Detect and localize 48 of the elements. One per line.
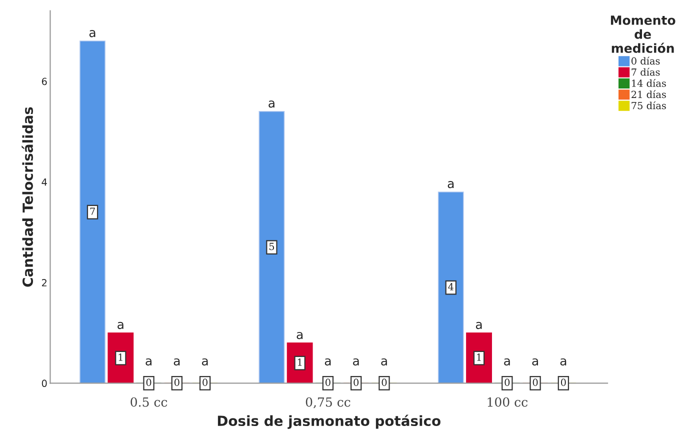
data-label: 0: [382, 378, 387, 386]
annotation: a: [202, 358, 208, 366]
legend-label: 21 días: [632, 90, 666, 98]
annotation: a: [118, 322, 124, 330]
annotation: a: [268, 100, 274, 108]
y-tick-label: 0: [42, 380, 47, 388]
bar: [438, 192, 464, 384]
annotation: a: [560, 358, 566, 366]
data-label: 0: [174, 378, 180, 386]
legend-label: 0 días: [632, 56, 660, 65]
data-label: 1: [118, 354, 122, 361]
data-label: 0: [560, 378, 566, 386]
data-label: 0: [354, 378, 359, 386]
x-axis-title: Dosis de jasmonato potásico: [218, 414, 440, 429]
data-label: 1: [477, 354, 481, 361]
y-axis-title: Cantidad Telocrisálidas: [22, 107, 34, 287]
legend-label: 7 días: [632, 68, 660, 76]
data-label: 0: [326, 378, 330, 386]
annotation: a: [381, 358, 387, 366]
legend-label: 75 días: [632, 101, 666, 110]
bar: [80, 40, 106, 384]
annotation: a: [89, 30, 96, 38]
x-tick-label: 100 cc: [488, 397, 528, 407]
data-label: 0: [532, 378, 538, 386]
annotation: a: [504, 358, 510, 366]
data-label: 5: [269, 242, 274, 250]
data-label: 0: [202, 378, 208, 386]
y-tick-label: 6: [42, 78, 47, 86]
legend-title: Momento de medición: [610, 16, 676, 53]
data-label: 4: [448, 283, 454, 290]
data-label: 0: [146, 378, 152, 386]
annotation: a: [476, 322, 482, 330]
legend-label: 14 días: [632, 79, 666, 87]
data-label: 0: [504, 378, 510, 386]
x-tick-label: 0,75 cc: [306, 397, 350, 408]
y-tick-label: 2: [42, 279, 46, 286]
annotation: a: [448, 180, 454, 188]
annotation: a: [146, 358, 152, 366]
bar: [258, 111, 285, 384]
annotation: a: [353, 358, 359, 366]
y-tick-label: 4: [42, 178, 47, 186]
x-tick-label: 0.5 cc: [130, 397, 168, 407]
data-label: 1: [298, 358, 302, 366]
data-label: 7: [90, 208, 95, 215]
annotation: a: [174, 358, 180, 366]
annotation: a: [324, 358, 331, 366]
annotation: a: [296, 332, 303, 340]
annotation: a: [532, 358, 538, 366]
